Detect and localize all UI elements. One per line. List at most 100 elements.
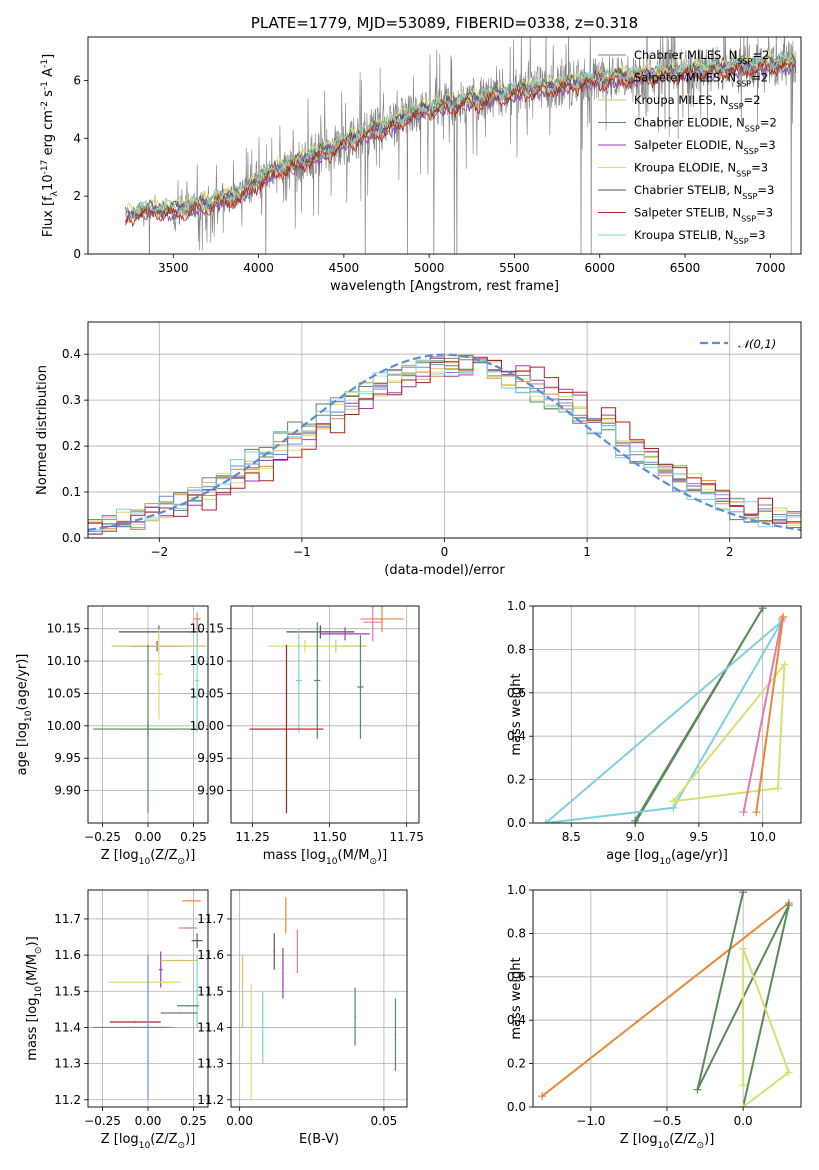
data-point bbox=[394, 1033, 397, 1036]
y-tick-label: 11.3 bbox=[54, 1057, 81, 1071]
y-axis-label: mass weight bbox=[509, 673, 524, 755]
plot-area bbox=[538, 890, 793, 1107]
y-tick-label: 0.4 bbox=[507, 729, 526, 743]
x-tick-label: 8.5 bbox=[562, 830, 581, 844]
legend-label: Kroupa MILES, NSSP=2 bbox=[634, 93, 761, 111]
plot-area bbox=[541, 606, 789, 823]
data-point bbox=[285, 728, 288, 730]
weight-line bbox=[742, 948, 790, 1107]
weight-line bbox=[742, 618, 783, 813]
y-tick-label: 10.05 bbox=[190, 686, 224, 700]
y-tick-label: 0.6 bbox=[507, 686, 526, 700]
data-point bbox=[196, 939, 198, 942]
normal-distribution-line bbox=[88, 353, 801, 531]
x-tick-label: 4500 bbox=[329, 261, 360, 275]
axes-frame bbox=[87, 889, 209, 1108]
x-tick-label: 6000 bbox=[584, 261, 615, 275]
axes-frame bbox=[87, 605, 209, 824]
y-tick-label: 10.00 bbox=[47, 719, 81, 733]
data-point bbox=[196, 679, 198, 682]
plot-area bbox=[125, 37, 797, 254]
age-vs-mass-panel: 11.25 11.50 11.75 9.90 9.95 10.00 10.05 10.10 10… bbox=[190, 605, 424, 867]
y-tick-label: 0.3 bbox=[62, 393, 81, 407]
y-tick-label: 0.4 bbox=[507, 1013, 526, 1027]
mass-vs-metallicity-panel: −0.25 0.00 0.25 11.2 11.3 11.4 11.5 11.6 11.7 Z [… bbox=[25, 889, 209, 1151]
mass-weight-vs-metallicity-panel: −1.0 −0.5 0.0 0.0 0.2 0.4 0.6 0.8 1.0 Z [log10(Z/… bbox=[507, 883, 802, 1151]
weight-line bbox=[755, 616, 785, 813]
x-tick-label: −1.0 bbox=[576, 1114, 605, 1128]
data-point bbox=[273, 950, 276, 953]
axes-frame bbox=[230, 605, 420, 824]
axes-frame bbox=[87, 36, 802, 255]
x-tick-label: 9.5 bbox=[689, 830, 708, 844]
data-point bbox=[187, 1004, 189, 1007]
y-tick-label: 0.4 bbox=[62, 347, 81, 361]
legend-label: Kroupa ELODIE, NSSP=3 bbox=[634, 161, 768, 179]
data-point bbox=[304, 645, 306, 647]
y-tick-label: 1.0 bbox=[507, 599, 526, 613]
x-tick-label: −1 bbox=[293, 545, 311, 559]
data-point bbox=[381, 618, 383, 620]
x-tick-label: 4000 bbox=[243, 261, 274, 275]
y-axis-label: mass weight bbox=[509, 957, 524, 1039]
weight-line bbox=[672, 661, 786, 803]
y-tick-label: 0.8 bbox=[507, 642, 526, 656]
x-axis-label: (data-model)/error bbox=[384, 563, 505, 578]
y-tick-label: 11.3 bbox=[197, 1057, 224, 1071]
plot-area bbox=[241, 897, 397, 1100]
x-tick-label: 0.00 bbox=[226, 1114, 253, 1128]
x-axis-label: Z [log10(Z/Z⊙)] bbox=[101, 1132, 196, 1151]
y-tick-label: 0.2 bbox=[507, 773, 526, 787]
y-tick-label: 10.15 bbox=[47, 622, 81, 636]
figure-title: PLATE=1779, MJD=53089, FIBERID=0338, z=0… bbox=[251, 14, 638, 32]
data-point bbox=[371, 621, 374, 623]
data-point bbox=[319, 631, 322, 633]
y-tick-label: 0.6 bbox=[507, 970, 526, 984]
x-tick-label: −0.5 bbox=[652, 1114, 681, 1128]
x-tick-label: 5000 bbox=[414, 261, 445, 275]
data-point bbox=[354, 1015, 356, 1018]
y-tick-label: 0.2 bbox=[507, 1057, 526, 1071]
x-tick-label: 9.0 bbox=[626, 830, 645, 844]
y-tick-label: 0.0 bbox=[507, 816, 526, 830]
y-tick-label: 0 bbox=[73, 247, 81, 261]
y-tick-label: 9.90 bbox=[197, 784, 224, 798]
x-tick-label: 1 bbox=[583, 545, 591, 559]
x-tick-label: −2 bbox=[150, 545, 168, 559]
x-tick-label: 0 bbox=[441, 545, 449, 559]
x-tick-label: 3500 bbox=[158, 261, 189, 275]
mass-weight-vs-age-panel: 8.5 9.0 9.5 10.0 0.0 0.2 0.4 0.6 0.8 1.0 age [log1… bbox=[507, 599, 802, 867]
y-tick-label: 6 bbox=[73, 73, 81, 87]
x-tick-label: 7000 bbox=[755, 261, 786, 275]
data-point bbox=[196, 990, 198, 993]
y-tick-label: 10.10 bbox=[47, 654, 81, 668]
plot-area bbox=[93, 612, 207, 814]
x-axis-label: mass [log10(M/M⊙)] bbox=[263, 848, 387, 867]
age-vs-metallicity-panel: −0.25 0.00 0.25 9.90 9.95 10.00 10.05 10.10 10.1… bbox=[15, 605, 209, 867]
legend-label: Salpeter STELIB, NSSP=3 bbox=[634, 206, 773, 224]
axes-frame bbox=[87, 321, 802, 539]
x-tick-label: 0.0 bbox=[734, 1114, 753, 1128]
legend-label: Salpeter ELODIE, NSSP=3 bbox=[634, 138, 776, 156]
x-tick-label: 11.25 bbox=[235, 830, 269, 844]
y-tick-label: 11.4 bbox=[54, 1020, 81, 1034]
data-point bbox=[143, 981, 146, 984]
x-axis-label: Z [log10(Z/Z⊙)] bbox=[620, 1132, 715, 1151]
y-tick-label: 0.1 bbox=[62, 485, 81, 499]
residual-histogram-line bbox=[88, 360, 801, 531]
legend-label: Chabrier MILES, NSSP=2 bbox=[634, 48, 769, 66]
x-tick-label: −0.25 bbox=[84, 830, 121, 844]
x-tick-label: 0.25 bbox=[180, 830, 207, 844]
y-tick-label: 11.6 bbox=[54, 948, 81, 962]
data-point bbox=[261, 1026, 264, 1029]
data-point bbox=[344, 633, 346, 635]
legend-label: Kroupa STELIB, NSSP=3 bbox=[634, 228, 766, 246]
x-tick-label: 11.75 bbox=[389, 830, 423, 844]
data-point bbox=[178, 1012, 180, 1014]
x-axis-label: E(B-V) bbox=[299, 1132, 339, 1147]
y-tick-label: 11.7 bbox=[54, 912, 81, 926]
y-tick-label: 9.95 bbox=[54, 751, 81, 765]
data-point bbox=[159, 968, 162, 971]
data-point bbox=[187, 927, 189, 929]
x-tick-label: 0.05 bbox=[371, 1114, 398, 1128]
